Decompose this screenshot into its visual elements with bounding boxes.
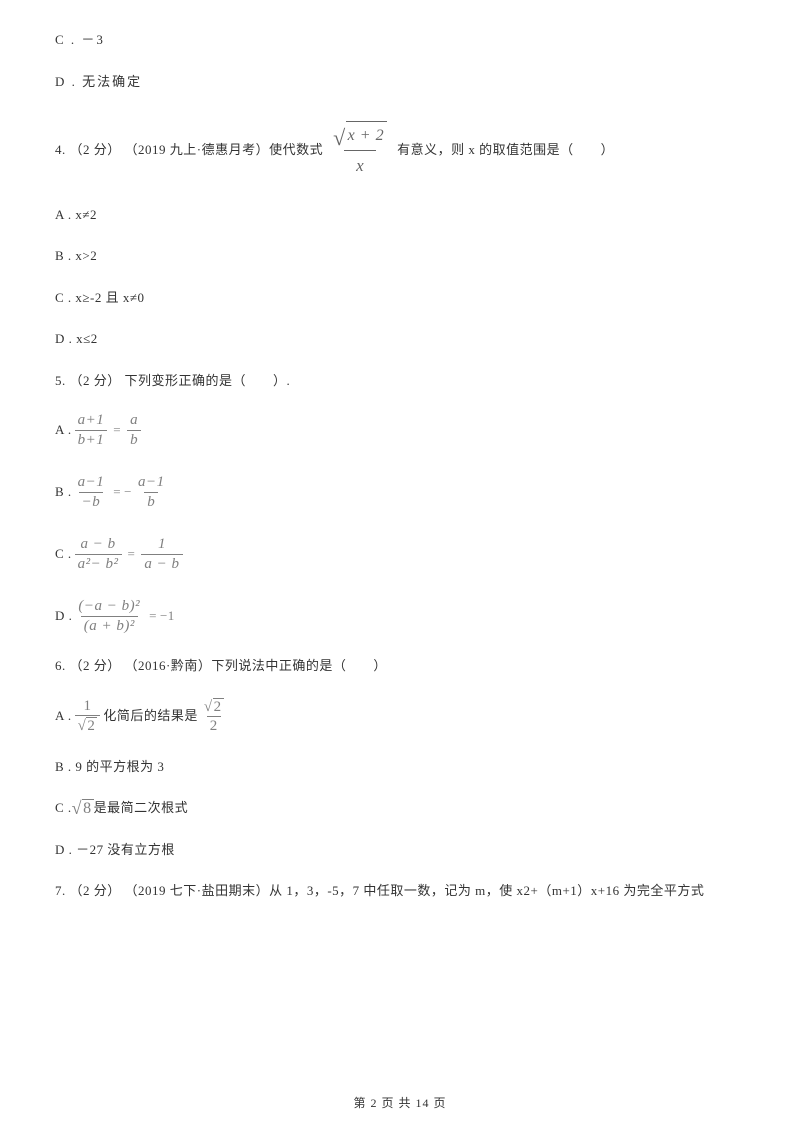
q6-stem: 6. （2 分） （2016·黔南）下列说法中正确的是（ ） [55,656,745,676]
frac-num: a [127,412,141,430]
q4-formula: √ x + 2 x [331,121,389,179]
frac-num: a−1 [75,474,108,492]
frac-den: 2 [207,716,221,735]
equals-icon: = [128,544,136,564]
equals-icon: = [113,482,121,502]
frac-num: a − b [78,536,119,554]
q4-option-c: C . x≥-2 且 x≠0 [55,288,745,308]
q6-option-c: C . √ 8 是最简二次根式 [55,798,745,818]
q5-b-lhs: a−1 −b [75,474,108,510]
q5-c-prefix: C . [55,544,72,564]
frac-den: √ 2 [75,715,101,735]
sqrt-icon: √ [333,128,346,148]
q4-stem-pre: 4. （2 分） （2019 九上·德惠月考）使代数式 [55,140,323,160]
q6-a-frac2: √ 2 2 [201,698,227,735]
q5-d-prefix: D . [55,606,72,626]
q4-sqrt-body: x + 2 [346,121,387,148]
q6-c-prefix: C . [55,798,72,818]
frac-num: a+1 [75,412,108,430]
q6-a-prefix: A . [55,706,72,726]
frac-den: a − b [141,554,182,573]
frac-num: 1 [81,698,95,716]
frac-num: a−1 [135,474,168,492]
q5-a-lhs: a+1 b+1 [75,412,108,448]
q3-option-c: C . －3 [55,30,745,50]
frac-num: (−a − b)² [75,598,143,616]
frac-num: 1 [155,536,169,554]
q5-option-a: A . a+1 b+1 = a b [55,412,745,448]
q3-option-d: D . 无法确定 [55,72,745,92]
sqrt-body: 2 [213,698,224,715]
frac-den: a²− b² [75,554,122,573]
q5-a-rhs: a b [127,412,141,448]
sqrt-icon: √ [204,700,213,715]
page-footer: 第 2 页 共 14 页 [0,1094,800,1112]
sqrt-expr: √ 2 [78,717,98,734]
q7-stem: 7. （2 分） （2019 七下·盐田期末）从 1，3，-5，7 中任取一数，… [55,881,745,901]
q4-stem-post: 有意义，则 x 的取值范围是（ ） [397,140,614,160]
frac-den: b+1 [75,430,108,449]
frac-den: −b [79,492,104,511]
q4-frac-den: x [344,150,376,179]
q6-a-mid: 化简后的结果是 [103,706,198,726]
q5-c-rhs: 1 a − b [141,536,182,572]
equals-icon: = [149,606,157,626]
q5-d-rhs: −1 [160,606,175,626]
q6-c-sqrt: √ 8 [72,799,94,817]
q5-b-rhs: a−1 b [135,474,168,510]
q5-option-c: C . a − b a²− b² = 1 a − b [55,536,745,572]
q5-a-prefix: A . [55,420,72,440]
frac-den: b [127,430,141,449]
q6-c-post: 是最简二次根式 [94,798,189,818]
q5-d-lhs: (−a − b)² (a + b)² [75,598,143,634]
q6-option-d: D . －27 没有立方根 [55,840,745,860]
q6-option-b: B . 9 的平方根为 3 [55,757,745,777]
frac-den: (a + b)² [81,616,138,635]
q5-stem: 5. （2 分） 下列变形正确的是（ ）. [55,371,745,391]
frac-num: √ 2 [201,698,227,717]
q5-option-b: B . a−1 −b = − a−1 b [55,474,745,510]
frac-den: b [144,492,158,511]
equals-icon: = [113,420,121,440]
q5-b-prefix: B . [55,482,72,502]
q5-option-d: D . (−a − b)² (a + b)² = −1 [55,598,745,634]
q4-option-d: D . x≤2 [55,329,745,349]
sqrt-body: 8 [82,799,94,817]
sqrt-expr: √ 2 [204,698,224,715]
sqrt-icon: √ [72,799,82,817]
q4-option-b: B . x>2 [55,246,745,266]
q4-option-a: A . x≠2 [55,205,745,225]
sqrt-body: 2 [86,717,97,734]
q5-c-lhs: a − b a²− b² [75,536,122,572]
q6-a-frac1: 1 √ 2 [75,698,101,735]
q4-stem: 4. （2 分） （2019 九上·德惠月考）使代数式 √ x + 2 x 有意… [55,121,745,179]
sqrt-icon: √ [78,719,87,734]
neg-sign: − [124,482,132,502]
q6-option-a: A . 1 √ 2 化简后的结果是 √ 2 2 [55,698,745,735]
